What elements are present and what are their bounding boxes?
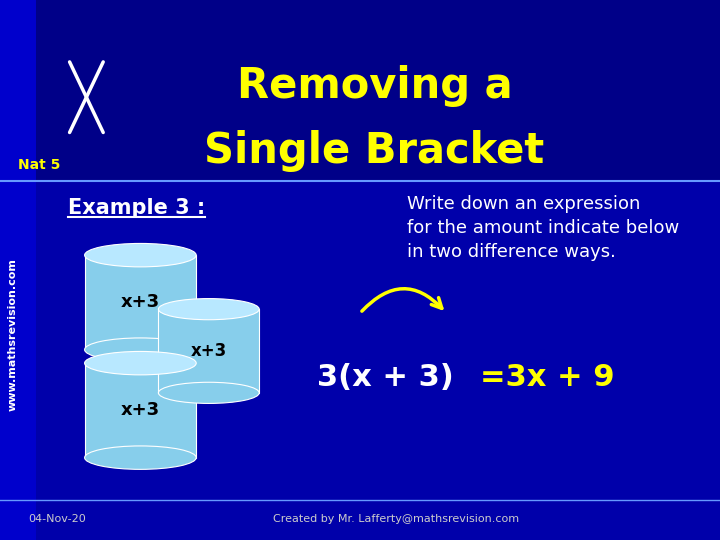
Ellipse shape — [85, 338, 196, 361]
Bar — [85, 363, 197, 458]
Text: =3x + 9: =3x + 9 — [480, 363, 614, 393]
Text: for the amount indicate below: for the amount indicate below — [407, 219, 679, 237]
Text: Nat 5: Nat 5 — [18, 158, 60, 172]
FancyArrowPatch shape — [362, 289, 442, 311]
Text: www.mathsrevision.com: www.mathsrevision.com — [8, 258, 18, 411]
Ellipse shape — [158, 382, 259, 403]
Text: Write down an expression: Write down an expression — [407, 195, 640, 213]
Text: in two difference ways.: in two difference ways. — [407, 242, 616, 261]
Text: Removing a: Removing a — [237, 65, 512, 107]
Text: Example 3 :: Example 3 : — [68, 198, 206, 218]
Bar — [85, 255, 197, 350]
Text: Single Bracket: Single Bracket — [204, 130, 544, 172]
Text: x+3: x+3 — [121, 293, 160, 312]
Text: Created by Mr. Lafferty@mathsrevision.com: Created by Mr. Lafferty@mathsrevision.co… — [273, 515, 519, 524]
Ellipse shape — [85, 352, 196, 375]
Bar — [0, 0, 720, 181]
Bar — [0, 0, 36, 540]
Text: x+3: x+3 — [191, 342, 227, 360]
Bar — [158, 309, 259, 393]
Ellipse shape — [85, 244, 196, 267]
Ellipse shape — [158, 299, 259, 320]
Text: x+3: x+3 — [121, 401, 160, 420]
Text: 3(x + 3): 3(x + 3) — [317, 363, 454, 393]
Text: 04-Nov-20: 04-Nov-20 — [29, 515, 86, 524]
Ellipse shape — [85, 446, 196, 469]
